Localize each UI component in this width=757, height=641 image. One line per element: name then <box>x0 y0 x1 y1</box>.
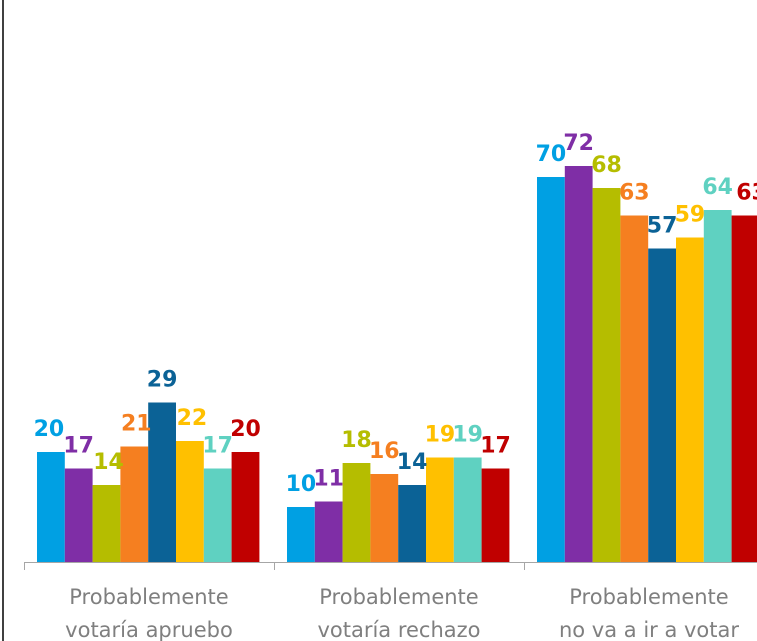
data-label: 22 <box>177 406 208 431</box>
data-label: 17 <box>63 434 94 459</box>
data-label: 63 <box>619 181 650 206</box>
data-label: 17 <box>480 434 511 459</box>
category-label: votaría rechazo <box>317 618 480 641</box>
bar <box>342 463 371 562</box>
data-label: 59 <box>675 203 706 228</box>
bar <box>731 215 757 562</box>
data-label: 19 <box>452 423 483 448</box>
bar <box>592 188 621 562</box>
data-label: 19 <box>425 423 456 448</box>
bar <box>287 507 315 562</box>
data-label: 14 <box>397 450 428 475</box>
data-label: 14 <box>93 450 124 475</box>
bar <box>314 501 343 562</box>
data-label: 16 <box>369 439 400 464</box>
bar <box>92 485 121 562</box>
bar <box>398 485 426 562</box>
data-label: 20 <box>34 417 65 442</box>
bar <box>120 446 149 562</box>
bar <box>37 452 65 562</box>
bar <box>370 474 399 562</box>
bar <box>676 237 704 562</box>
category-label: no va a ir a votar <box>559 618 739 641</box>
bar <box>231 452 260 562</box>
bar <box>703 210 732 562</box>
bar <box>453 457 482 562</box>
bar <box>481 468 510 562</box>
data-label: 20 <box>230 417 261 442</box>
data-label: 29 <box>147 368 178 393</box>
data-label: 17 <box>202 434 233 459</box>
bar <box>176 441 204 562</box>
bar <box>426 457 454 562</box>
data-label: 57 <box>647 214 678 239</box>
data-label: 64 <box>702 175 733 200</box>
data-label: 18 <box>341 428 372 453</box>
bar <box>564 166 593 562</box>
bar <box>648 248 676 562</box>
data-label: 72 <box>563 131 594 156</box>
category-label: votaría apruebo <box>65 618 233 641</box>
bar <box>203 468 232 562</box>
data-label: 11 <box>313 467 344 492</box>
bar <box>64 468 93 562</box>
data-label: 10 <box>286 472 317 497</box>
category-label: Probablemente <box>569 585 728 609</box>
data-label: 68 <box>591 153 622 178</box>
bar <box>537 177 565 562</box>
category-label: Probablemente <box>69 585 228 609</box>
category-label: Probablemente <box>319 585 478 609</box>
bar <box>620 215 649 562</box>
data-label: 70 <box>536 142 567 167</box>
data-label: 21 <box>121 412 152 437</box>
data-label: 63 <box>736 181 757 206</box>
bar <box>148 402 176 562</box>
